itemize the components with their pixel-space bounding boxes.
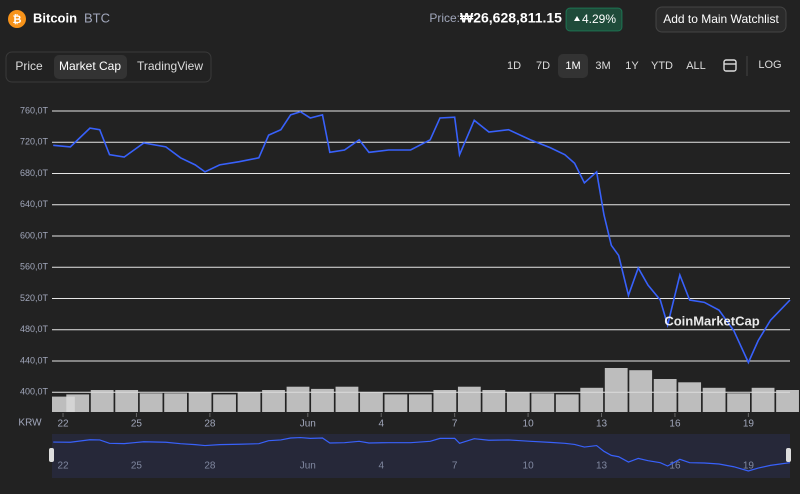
- range-selected: [558, 54, 588, 78]
- x-tick-label: 25: [131, 419, 143, 430]
- navigator-handle[interactable]: [786, 448, 791, 462]
- log-toggle[interactable]: LOG: [758, 59, 781, 71]
- volume-bar: [531, 393, 555, 412]
- navigator-tick-label: 19: [743, 461, 755, 472]
- range[interactable]: YTD: [651, 60, 673, 72]
- tab-selected: [54, 55, 127, 79]
- navigator-tick-label: 16: [669, 461, 681, 472]
- volume-bar: [604, 368, 628, 412]
- y-tick-label: 480,0T: [20, 324, 49, 334]
- x-tick-label: 22: [57, 419, 69, 430]
- x-tick-label: 7: [452, 419, 458, 430]
- y-tick-label: 520,0T: [20, 293, 49, 303]
- watchlist-label: Add to Main Watchlist: [663, 12, 779, 26]
- volume-bar: [457, 386, 481, 412]
- volume-bar: [776, 390, 799, 412]
- change-arrow: [574, 16, 580, 21]
- range[interactable]: 3M: [595, 60, 610, 72]
- volume-bar: [653, 379, 677, 412]
- y-tick-label: 720,0T: [20, 137, 49, 147]
- coin-icon: [8, 10, 26, 28]
- watermark: CoinMarketCap: [664, 313, 759, 328]
- currency-label: KRW: [18, 418, 42, 429]
- volume-bar: [188, 392, 212, 412]
- navigator-line: [53, 436, 791, 472]
- y-tick-label: 560,0T: [20, 262, 49, 272]
- volume-bar: [139, 393, 163, 412]
- range[interactable]: 1D: [507, 60, 521, 72]
- volume-bar: [115, 390, 139, 412]
- y-tick-label: 440,0T: [20, 355, 49, 365]
- volume-bar: [90, 390, 114, 412]
- volume-bar: [384, 394, 408, 412]
- volume-bar: [727, 393, 751, 412]
- volume-bar: [678, 382, 702, 412]
- y-tick-label: 760,0T: [20, 105, 49, 115]
- calendar-body: [723, 59, 737, 72]
- navigator-tick-label: 22: [57, 461, 69, 472]
- navigator-tick-label: 10: [523, 461, 535, 472]
- price-label: Price:: [429, 11, 460, 25]
- y-tick-label: 640,0T: [20, 199, 49, 209]
- tab[interactable]: Price: [15, 59, 43, 73]
- x-tick-label: 4: [378, 419, 384, 430]
- coin-symbol: BTC: [84, 10, 110, 25]
- navigator-tick-label: Jun: [300, 461, 316, 472]
- coin-icon-glyph: ₿: [13, 14, 22, 26]
- coin-name: Bitcoin: [33, 10, 77, 25]
- navigator[interactable]: [52, 434, 790, 478]
- volume-bar: [482, 390, 506, 412]
- volume-bar: [360, 392, 383, 412]
- volume-bar: [164, 393, 188, 412]
- volume-bar: [286, 386, 310, 412]
- volume-bar: [751, 387, 775, 412]
- x-tick-label: 19: [743, 419, 755, 430]
- range[interactable]: 1Y: [625, 60, 639, 72]
- navigator-tick-label: 7: [452, 461, 458, 472]
- volume-bar: [629, 370, 653, 412]
- volume-bar: [433, 390, 457, 412]
- y-tick-label: 400,0T: [20, 387, 49, 397]
- volume-bar: [408, 394, 432, 412]
- y-tick-label: 680,0T: [20, 168, 49, 178]
- volume-bar: [555, 394, 579, 412]
- y-tick-label: 600,0T: [20, 230, 49, 240]
- volume-bar: [237, 392, 261, 412]
- volume-bar: [66, 394, 90, 412]
- tab[interactable]: Market Cap: [59, 59, 121, 73]
- volume-bar: [702, 387, 726, 412]
- watchlist-button[interactable]: [655, 6, 787, 33]
- calendar-icon[interactable]: [723, 59, 737, 72]
- volume-bar: [506, 392, 530, 412]
- volume-bar: [311, 388, 334, 412]
- tab[interactable]: TradingView: [137, 59, 203, 73]
- volume-bar: [335, 386, 359, 412]
- range[interactable]: ALL: [686, 60, 706, 72]
- volume-bar: [213, 394, 236, 412]
- x-tick-label: 16: [669, 419, 681, 430]
- range[interactable]: 1M: [565, 60, 580, 72]
- market-cap-line: [53, 110, 791, 365]
- volume-bar: [262, 390, 285, 412]
- navigator-tick-label: 4: [378, 461, 384, 472]
- navigator-handle[interactable]: [49, 448, 54, 462]
- change-badge: [565, 7, 623, 32]
- x-tick-label: Jun: [300, 419, 316, 430]
- x-tick-label: 10: [523, 419, 535, 430]
- navigator-tick-label: 25: [131, 461, 143, 472]
- navigator-tick-label: 13: [596, 461, 608, 472]
- x-tick-label: 28: [204, 419, 216, 430]
- volume-bar: [580, 387, 604, 412]
- price: ₩26,628,811.15: [460, 10, 562, 26]
- change: 4.29%: [582, 12, 616, 26]
- x-tick-label: 13: [596, 419, 608, 430]
- range[interactable]: 7D: [536, 60, 550, 72]
- navigator-tick-label: 28: [204, 461, 216, 472]
